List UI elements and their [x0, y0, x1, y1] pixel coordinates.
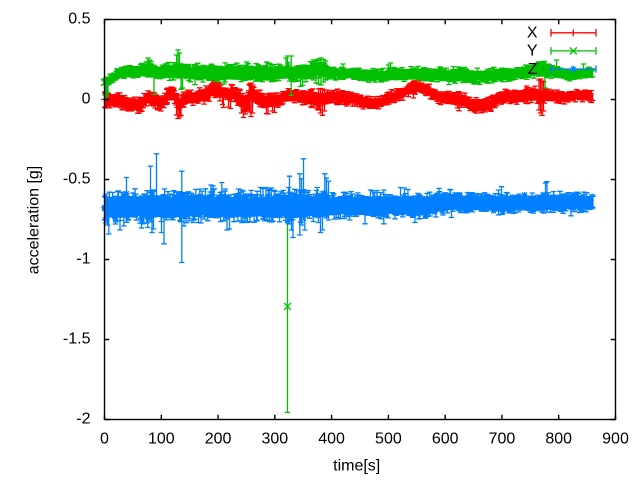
svg-text:500: 500: [375, 431, 402, 448]
svg-text:300: 300: [261, 431, 288, 448]
svg-text:-1: -1: [76, 251, 90, 268]
svg-text:-0.5: -0.5: [63, 171, 91, 188]
svg-text:Y: Y: [527, 43, 538, 60]
svg-text:-1.5: -1.5: [63, 331, 91, 348]
svg-text:900: 900: [602, 431, 629, 448]
svg-text:0: 0: [100, 431, 109, 448]
svg-text:700: 700: [489, 431, 516, 448]
svg-text:-2: -2: [76, 411, 90, 428]
svg-text:400: 400: [318, 431, 345, 448]
svg-text:600: 600: [432, 431, 459, 448]
svg-text:0: 0: [82, 91, 91, 108]
svg-text:Z: Z: [528, 61, 538, 78]
svg-text:800: 800: [545, 431, 572, 448]
svg-text:0.5: 0.5: [68, 11, 90, 28]
svg-text:200: 200: [205, 431, 232, 448]
svg-text:100: 100: [148, 431, 175, 448]
svg-text:X: X: [527, 25, 538, 42]
svg-text:acceleration [g]: acceleration [g]: [25, 166, 42, 275]
svg-text:time[s]: time[s]: [333, 458, 380, 475]
